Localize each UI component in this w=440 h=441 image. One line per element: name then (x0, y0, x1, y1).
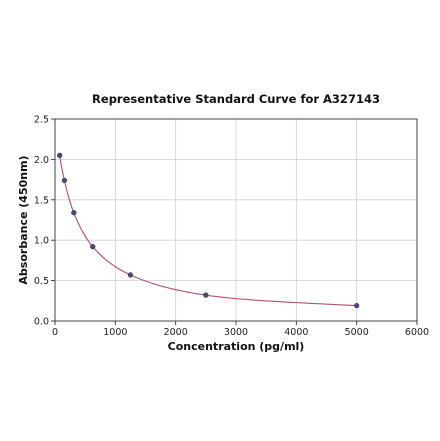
y-tick-label: 0.0 (34, 317, 49, 328)
chart-title: Representative Standard Curve for A32714… (92, 92, 380, 106)
data-points (57, 152, 360, 309)
data-point (71, 210, 77, 216)
data-point (127, 272, 134, 278)
x-tick-label: 2000 (164, 327, 188, 338)
y-tick-label: 2.5 (34, 115, 49, 126)
x-tick-label: 0 (52, 327, 58, 338)
data-point (57, 152, 63, 159)
y-tick-label: 2.0 (34, 155, 49, 166)
grid (54, 118, 418, 322)
x-tick-label: 6000 (405, 327, 429, 338)
data-point (354, 302, 360, 309)
x-tick-label: 5000 (345, 327, 369, 338)
data-point (203, 292, 209, 298)
x-tick-label: 4000 (284, 327, 308, 338)
y-tick-label: 0.5 (34, 276, 49, 287)
y-tick-label: 1.0 (34, 236, 49, 247)
x-tick-label: 3000 (224, 327, 248, 338)
x-axis-label: Concentration (pg/ml) (168, 340, 305, 353)
y-tick-label: 1.5 (34, 195, 49, 206)
x-tick-label: 1000 (103, 327, 127, 338)
data-point (90, 244, 96, 250)
fit-curve (59, 155, 357, 307)
axis-ticks: 0 1000 2000 3000 4000 5000 6000 0.0 0.5 1.0 1.5 2.0… (34, 115, 429, 339)
y-axis-label: Absorbance (450nm) (17, 155, 30, 284)
data-point (61, 177, 68, 184)
